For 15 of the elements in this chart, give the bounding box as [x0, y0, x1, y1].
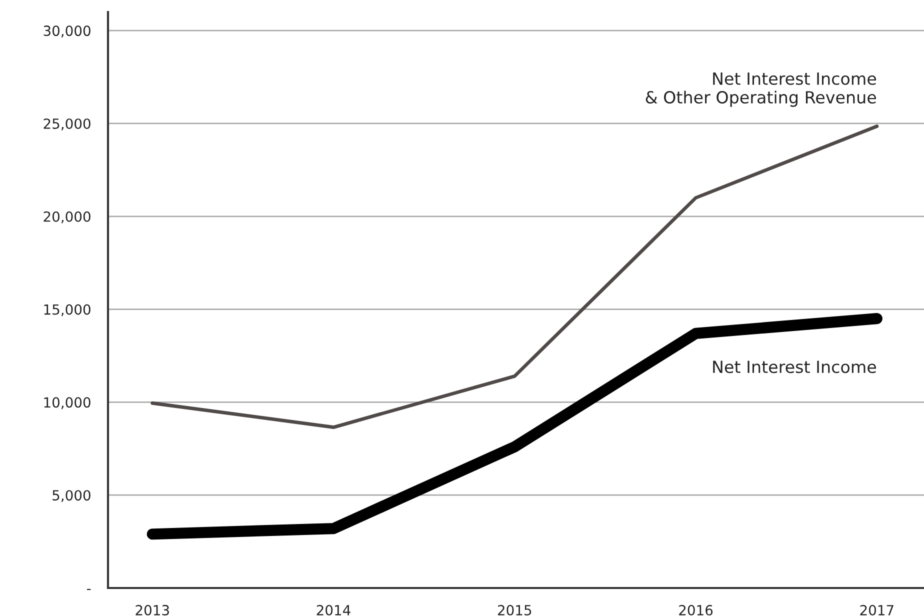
series-label: Net Interest Income & Other Operating Revenue — [646, 72, 876, 107]
x-tick-label: 2014 — [316, 604, 350, 616]
series-label: Net Interest Income — [713, 360, 876, 374]
y-tick-label: 10,000 — [44, 397, 90, 410]
y-tick-label: 30,000 — [44, 26, 90, 38]
x-tick-label: 2017 — [860, 604, 894, 616]
line-series — [150, 124, 879, 430]
y-tick-label: 20,000 — [44, 211, 90, 224]
x-tick-label: 2015 — [498, 604, 532, 616]
y-tick-label: 15,000 — [44, 304, 90, 316]
x-tick-label: 2016 — [679, 604, 713, 616]
y-tick-label: 5,000 — [52, 490, 90, 502]
x-tick-label: 2013 — [136, 604, 169, 616]
y-tick-label: 25,000 — [44, 118, 90, 130]
y-tick-label: - — [87, 588, 91, 590]
